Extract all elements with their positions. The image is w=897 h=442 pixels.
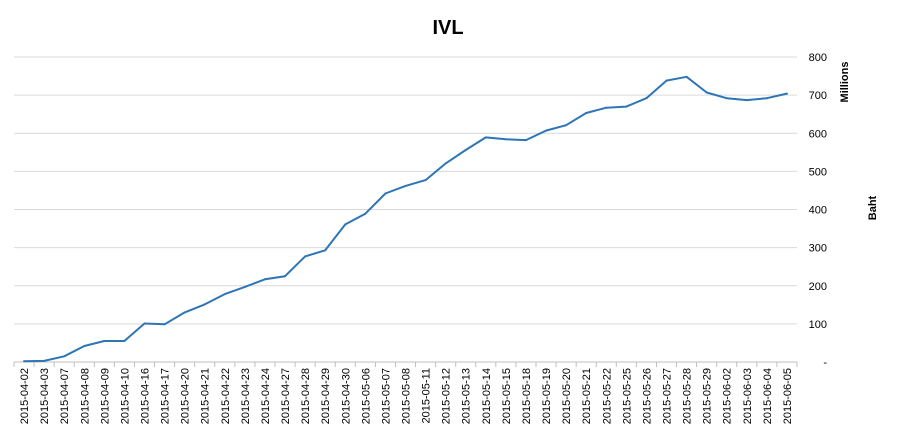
x-tick-label: 2015-04-16 <box>140 368 152 424</box>
x-tick-label: 2015-05-13 <box>461 368 473 424</box>
data-point <box>143 322 146 325</box>
y-axis-label: Baht <box>867 195 879 220</box>
x-tick-label: 2015-04-23 <box>240 368 252 424</box>
data-point <box>163 323 166 326</box>
data-point <box>23 360 26 363</box>
y-tick-label: 600 <box>809 128 827 140</box>
data-point <box>103 340 106 343</box>
x-tick-label: 2015-05-12 <box>441 368 453 424</box>
x-tick-label: 2015-05-11 <box>421 368 433 423</box>
x-tick-label: 2015-05-22 <box>601 368 613 424</box>
data-point <box>484 136 487 139</box>
x-tick-label: 2015-06-03 <box>742 368 754 424</box>
data-point <box>123 340 126 343</box>
data-point <box>263 278 266 281</box>
data-point <box>605 106 608 109</box>
data-point <box>565 124 568 127</box>
data-point <box>324 249 327 252</box>
y-tick-label: 100 <box>809 319 827 331</box>
x-tick-label: 2015-05-21 <box>581 368 593 424</box>
data-point <box>745 99 748 102</box>
y-tick-label: 800 <box>809 52 827 64</box>
x-tick-label: 2015-04-03 <box>39 368 51 424</box>
x-tick-label: 2015-05-15 <box>501 368 513 424</box>
data-point <box>665 79 668 82</box>
x-tick-label: 2015-06-02 <box>722 368 734 424</box>
x-tick-label: 2015-04-09 <box>99 368 111 424</box>
data-point <box>203 303 206 306</box>
x-tick-label: 2015-04-30 <box>340 368 352 424</box>
x-tick-label: 2015-06-04 <box>762 368 774 424</box>
data-point <box>725 97 728 100</box>
x-tick-label: 2015-04-28 <box>300 368 312 424</box>
data-point <box>43 359 46 362</box>
data-point <box>705 91 708 94</box>
x-tick-label: 2015-05-25 <box>621 368 633 424</box>
x-tick-label: 2015-04-07 <box>59 368 71 424</box>
x-tick-label: 2015-04-17 <box>160 368 172 424</box>
x-tick-label: 2015-04-08 <box>79 368 91 424</box>
chart-title: IVL <box>432 17 463 39</box>
x-tick-label: 2015-04-27 <box>280 368 292 424</box>
data-point <box>545 129 548 132</box>
y-tick-label: 700 <box>809 90 827 102</box>
y-tick-label: 200 <box>809 281 827 293</box>
y-tick-label: 400 <box>809 205 827 217</box>
y-tick-label: 300 <box>809 243 827 255</box>
data-point <box>83 344 86 347</box>
series-layer <box>23 75 788 363</box>
data-point <box>404 184 407 187</box>
data-point <box>243 285 246 288</box>
y-axis-unit-label: Millions <box>839 62 851 103</box>
x-tick-label: 2015-05-18 <box>521 368 533 424</box>
y-tick-label: 500 <box>809 166 827 178</box>
x-tick-label: 2015-05-27 <box>662 368 674 424</box>
data-point <box>504 138 507 141</box>
x-tick-label: 2015-04-10 <box>119 368 131 424</box>
data-point <box>585 112 588 115</box>
x-axis <box>13 361 798 367</box>
data-point <box>183 311 186 314</box>
data-point <box>63 355 66 358</box>
data-point <box>685 75 688 78</box>
x-tick-label: 2015-05-28 <box>682 368 694 424</box>
gridlines <box>14 56 797 325</box>
series-line <box>23 75 788 363</box>
data-point <box>384 192 387 195</box>
data-point <box>444 162 447 165</box>
data-point <box>344 223 347 226</box>
data-point <box>284 275 287 278</box>
data-point <box>625 105 628 108</box>
data-point <box>524 139 527 142</box>
data-point <box>464 149 467 152</box>
x-tick-label: 2015-05-08 <box>401 368 413 424</box>
data-point <box>424 179 427 182</box>
x-tick-label: 2015-04-20 <box>180 368 192 424</box>
x-tick-label: 2015-04-02 <box>19 368 31 424</box>
data-point <box>765 97 768 100</box>
x-tick-label: 2015-05-06 <box>360 368 372 424</box>
x-tick-label: 2015-05-20 <box>561 368 573 424</box>
x-tick-label: 2015-05-29 <box>702 368 714 424</box>
x-tick-label: 2015-04-22 <box>220 368 232 424</box>
x-tick-label: 2015-06-05 <box>782 368 794 424</box>
x-tick-label: 2015-05-19 <box>541 368 553 424</box>
x-tick-label: 2015-05-07 <box>380 368 392 424</box>
x-tick-label: 2015-04-29 <box>320 368 332 424</box>
data-point <box>223 293 226 296</box>
data-point <box>645 97 648 100</box>
data-point <box>364 212 367 215</box>
y-axis-ticks: - 100 200 300 400 500 600 700 800 <box>809 52 828 369</box>
data-point <box>785 92 788 95</box>
y-tick-label: - <box>823 357 827 369</box>
data-point <box>304 255 307 258</box>
x-tick-label: 2015-04-21 <box>200 368 212 424</box>
x-axis-ticks: 2015-04-02 2015-04-03 2015-04-07 2015-04-08… <box>19 368 794 424</box>
x-tick-label: 2015-04-24 <box>260 368 272 424</box>
x-tick-label: 2015-05-14 <box>481 368 493 424</box>
x-tick-label: 2015-05-26 <box>641 368 653 424</box>
